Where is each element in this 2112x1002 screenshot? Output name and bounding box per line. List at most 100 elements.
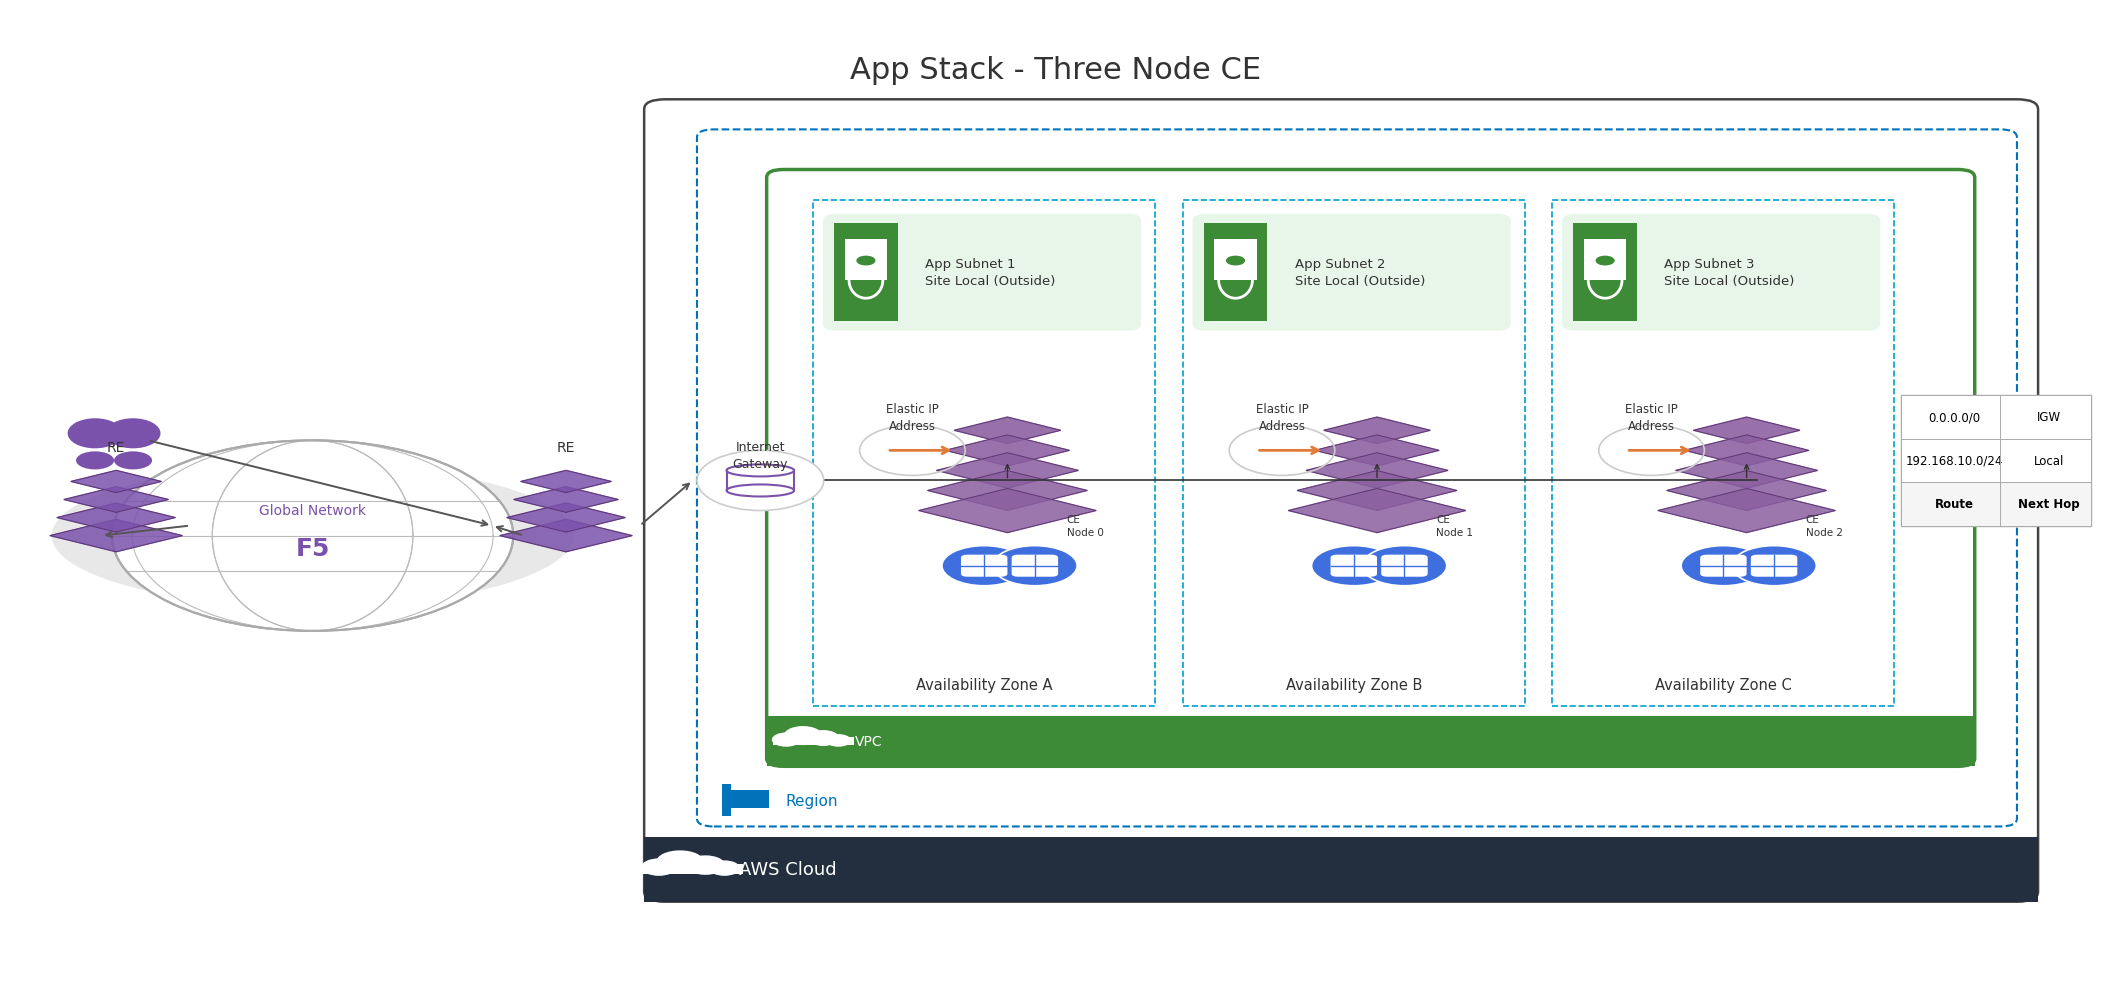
Polygon shape	[955, 418, 1060, 444]
Bar	[1901, 439, 2091, 483]
FancyBboxPatch shape	[1012, 555, 1058, 577]
Text: CE
Node 2: CE Node 2	[1806, 515, 1844, 537]
Polygon shape	[1658, 489, 1835, 533]
Bar	[1573, 224, 1637, 322]
FancyBboxPatch shape	[1193, 215, 1510, 331]
FancyBboxPatch shape	[1751, 555, 1797, 577]
Text: CE
Node 0: CE Node 0	[1067, 515, 1102, 537]
Text: Next Hop: Next Hop	[2019, 498, 2080, 511]
Polygon shape	[936, 453, 1079, 489]
Polygon shape	[1316, 436, 1438, 466]
Circle shape	[114, 452, 152, 470]
Circle shape	[1312, 546, 1396, 586]
Text: Local: Local	[2034, 455, 2063, 467]
Text: 192.168.10.0/24: 192.168.10.0/24	[1905, 455, 2002, 467]
Ellipse shape	[51, 465, 574, 607]
Polygon shape	[1324, 418, 1430, 444]
Bar	[642, 864, 743, 874]
Polygon shape	[507, 504, 625, 532]
FancyBboxPatch shape	[961, 555, 1007, 577]
Bar	[1183, 200, 1525, 706]
Polygon shape	[1666, 471, 1827, 511]
Bar	[1901, 396, 2091, 526]
Text: IGW: IGW	[2036, 411, 2061, 424]
Bar	[644, 837, 2038, 902]
Circle shape	[642, 859, 676, 876]
Text: App Stack - Three Node CE: App Stack - Three Node CE	[851, 56, 1261, 84]
Text: RE: RE	[108, 441, 125, 455]
Ellipse shape	[106, 419, 161, 449]
Circle shape	[686, 856, 724, 874]
Text: VPC: VPC	[855, 734, 883, 748]
Bar	[1901, 483, 2091, 526]
Polygon shape	[927, 471, 1088, 511]
Polygon shape	[919, 489, 1096, 533]
Circle shape	[76, 452, 114, 470]
Circle shape	[809, 731, 838, 745]
Bar	[1584, 239, 1626, 281]
FancyBboxPatch shape	[644, 100, 2038, 902]
Text: Elastic IP
Address: Elastic IP Address	[1257, 403, 1307, 432]
Text: Availability Zone A: Availability Zone A	[917, 677, 1052, 691]
Text: Availability Zone B: Availability Zone B	[1286, 677, 1421, 691]
Bar	[845, 239, 887, 281]
Circle shape	[857, 258, 874, 266]
Polygon shape	[57, 504, 175, 532]
FancyBboxPatch shape	[1700, 555, 1747, 577]
Text: F5: F5	[296, 536, 329, 560]
Bar	[731, 791, 769, 809]
Circle shape	[1681, 546, 1766, 586]
Circle shape	[942, 546, 1026, 586]
Circle shape	[784, 727, 822, 744]
Text: Elastic IP
Address: Elastic IP Address	[887, 403, 938, 432]
Text: Internet
Gateway: Internet Gateway	[733, 441, 788, 470]
Text: App Subnet 2
Site Local (Outside): App Subnet 2 Site Local (Outside)	[1295, 259, 1426, 288]
Text: AWS Cloud: AWS Cloud	[739, 861, 836, 878]
Bar	[813, 200, 1155, 706]
Circle shape	[993, 546, 1077, 586]
Bar	[722, 785, 731, 817]
FancyBboxPatch shape	[1331, 555, 1377, 577]
Bar	[834, 224, 898, 322]
Circle shape	[1362, 546, 1447, 586]
Text: Availability Zone C: Availability Zone C	[1656, 677, 1791, 691]
Text: App Subnet 3
Site Local (Outside): App Subnet 3 Site Local (Outside)	[1664, 259, 1795, 288]
Bar	[1204, 224, 1267, 322]
FancyBboxPatch shape	[1563, 215, 1880, 331]
Text: Route: Route	[1935, 498, 1973, 511]
Polygon shape	[1288, 489, 1466, 533]
Circle shape	[710, 862, 739, 876]
Text: RE: RE	[558, 441, 574, 455]
FancyBboxPatch shape	[824, 215, 1140, 331]
Polygon shape	[501, 520, 631, 552]
Polygon shape	[1297, 471, 1457, 511]
Polygon shape	[1694, 418, 1799, 444]
Circle shape	[1732, 546, 1816, 586]
Bar	[1214, 239, 1257, 281]
Polygon shape	[513, 487, 619, 513]
Polygon shape	[72, 471, 161, 493]
Circle shape	[657, 852, 703, 873]
Text: CE
Node 1: CE Node 1	[1436, 515, 1474, 537]
Polygon shape	[51, 520, 182, 552]
Circle shape	[1227, 258, 1244, 266]
Circle shape	[697, 451, 824, 511]
Circle shape	[773, 733, 800, 746]
Bar	[1552, 200, 1894, 706]
Bar	[767, 716, 1975, 767]
Polygon shape	[1675, 453, 1818, 489]
Polygon shape	[522, 471, 610, 493]
FancyBboxPatch shape	[1381, 555, 1428, 577]
Text: Region: Region	[786, 794, 838, 808]
Circle shape	[1597, 258, 1614, 266]
Circle shape	[826, 735, 851, 746]
Ellipse shape	[68, 419, 122, 449]
Text: Global Network: Global Network	[260, 503, 365, 517]
Circle shape	[112, 441, 513, 631]
Polygon shape	[63, 487, 169, 513]
Polygon shape	[1685, 436, 1808, 466]
Bar	[773, 737, 853, 745]
Text: App Subnet 1
Site Local (Outside): App Subnet 1 Site Local (Outside)	[925, 259, 1056, 288]
Polygon shape	[1305, 453, 1449, 489]
Text: 0.0.0.0/0: 0.0.0.0/0	[1928, 411, 1981, 424]
